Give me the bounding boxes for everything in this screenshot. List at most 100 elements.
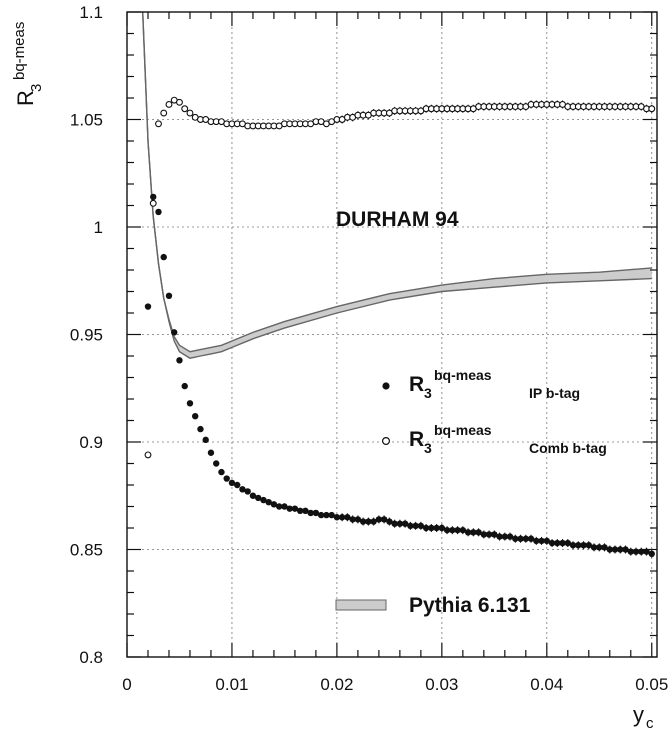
point-ip-btag-74 (533, 537, 540, 545)
point-ip-btag-40 (354, 516, 362, 523)
point-ip-btag-69 (506, 533, 514, 540)
point-ip-btag-53 (422, 524, 430, 532)
legend-comb-sup: bq-meas (434, 422, 492, 438)
point-ip-btag-67 (496, 533, 503, 540)
point-ip-btag-92 (627, 548, 634, 555)
point-ip-btag-25 (275, 503, 283, 510)
point-ip-btag-63 (475, 529, 482, 536)
point-ip-btag-65 (485, 531, 493, 538)
legend-comb-sub: Comb b-tag (529, 440, 607, 456)
point-ip-btag-36 (333, 514, 341, 521)
y-tick-label-0: 0.8 (79, 648, 103, 667)
point-ip-btag-35 (328, 511, 335, 519)
point-ip-btag-28 (291, 505, 299, 512)
point-ip-btag-44 (375, 516, 383, 523)
legend-ip-sup: bq-meas (434, 367, 492, 383)
pythia-band-upper-edge (142, 11, 652, 353)
point-ip-btag-45 (380, 516, 388, 523)
point-ip-btag-84 (585, 542, 592, 549)
legend-marker-ip-btag (382, 382, 390, 390)
point-ip-btag-96 (648, 550, 655, 557)
point-comb-btag-1 (149, 199, 157, 207)
x-axis-title: y c (633, 702, 654, 732)
point-ip-btag-27 (286, 505, 293, 512)
y-axis-title-sub: 3 (28, 84, 45, 92)
point-ip-btag-80 (564, 539, 571, 547)
point-ip-btag-57 (443, 526, 451, 534)
point-ip-btag-4 (165, 292, 173, 299)
point-ip-btag-55 (433, 524, 440, 532)
axes-layer: 0 0.01 0.02 0.03 0.04 0.05 0.8 0.85 0.9 0.95 1 1.05… (70, 3, 668, 694)
point-ip-btag-61 (464, 529, 472, 536)
y-tick-label-1: 0.85 (70, 541, 103, 560)
point-ip-btag-79 (559, 539, 566, 547)
point-ip-btag-42 (365, 518, 372, 525)
point-ip-btag-90 (617, 546, 624, 553)
legend-ip-base: R (409, 373, 424, 396)
point-ip-btag-59 (454, 526, 461, 534)
point-ip-btag-10 (197, 425, 204, 433)
point-ip-btag-34 (323, 511, 330, 519)
point-ip-btag-47 (391, 520, 398, 527)
legend-marker-comb-btag (382, 437, 391, 446)
y-tick-label-2: 0.9 (79, 433, 103, 452)
point-ip-btag-7 (181, 382, 188, 390)
point-ip-btag-49 (401, 520, 409, 527)
point-ip-btag-21 (254, 494, 262, 502)
legend-label-ip-btag: R 3 bq-meas IP b-tag (409, 367, 580, 401)
point-comb-btag-8 (186, 109, 194, 117)
point-ip-btag-71 (517, 535, 524, 542)
point-ip-btag-24 (270, 501, 278, 508)
pythia-band (142, 12, 652, 359)
x-tick-label-3: 0.03 (425, 675, 458, 694)
point-ip-btag-76 (543, 537, 551, 545)
point-comb-btag-4 (165, 100, 173, 108)
point-ip-btag-52 (417, 522, 425, 530)
x-tick-label-1: 0.01 (215, 675, 248, 694)
legend-comb-sub3: 3 (424, 440, 432, 456)
point-ip-btag-14 (218, 468, 225, 476)
point-ip-btag-41 (359, 518, 367, 525)
point-ip-btag-37 (338, 514, 346, 521)
point-ip-btag-94 (638, 548, 645, 555)
legend-band-swatch (335, 599, 387, 611)
point-ip-btag-48 (396, 520, 404, 527)
legend-band-label: Pythia 6.131 (409, 594, 531, 617)
point-ip-btag-38 (344, 514, 351, 521)
y-tick-label-3: 0.95 (70, 326, 103, 345)
y-tick-label-4: 1 (94, 218, 103, 237)
pythia-band-layer (142, 11, 652, 359)
point-ip-btag-87 (601, 544, 608, 551)
x-tick-label-2: 0.02 (320, 675, 353, 694)
y-axis-title-base: R (13, 90, 38, 106)
point-ip-btag-73 (527, 535, 535, 542)
point-ip-btag-22 (260, 496, 267, 504)
point-ip-btag-15 (223, 475, 230, 482)
point-ip-btag-83 (580, 542, 587, 549)
x-tick-label-4: 0.04 (530, 675, 563, 694)
point-ip-btag-91 (622, 546, 629, 553)
point-ip-btag-70 (512, 535, 519, 542)
point-ip-btag-89 (611, 546, 619, 553)
point-ip-btag-86 (596, 544, 603, 551)
y-tick-label-6: 1.1 (79, 3, 103, 22)
point-ip-btag-12 (207, 449, 215, 456)
point-comb-btag-3 (160, 109, 168, 117)
point-ip-btag-64 (480, 531, 488, 538)
point-ip-btag-19 (244, 488, 251, 495)
point-ip-btag-43 (370, 518, 377, 525)
point-ip-btag-62 (470, 529, 477, 536)
point-ip-btag-20 (249, 492, 257, 499)
annotation-durham: DURHAM 94 (336, 208, 459, 231)
point-comb-btag-6 (176, 98, 183, 106)
point-ip-btag-5 (171, 329, 178, 336)
point-ip-btag-54 (428, 524, 435, 532)
legend: R 3 bq-meas IP b-tag R 3 bq-meas Comb b-… (335, 367, 607, 617)
point-ip-btag-0 (144, 303, 152, 310)
point-ip-btag-31 (307, 509, 314, 517)
y-axis-title: R 3 bq-meas (11, 22, 45, 106)
point-ip-btag-11 (202, 436, 209, 444)
point-ip-btag-29 (296, 507, 304, 514)
point-ip-btag-30 (302, 507, 309, 514)
